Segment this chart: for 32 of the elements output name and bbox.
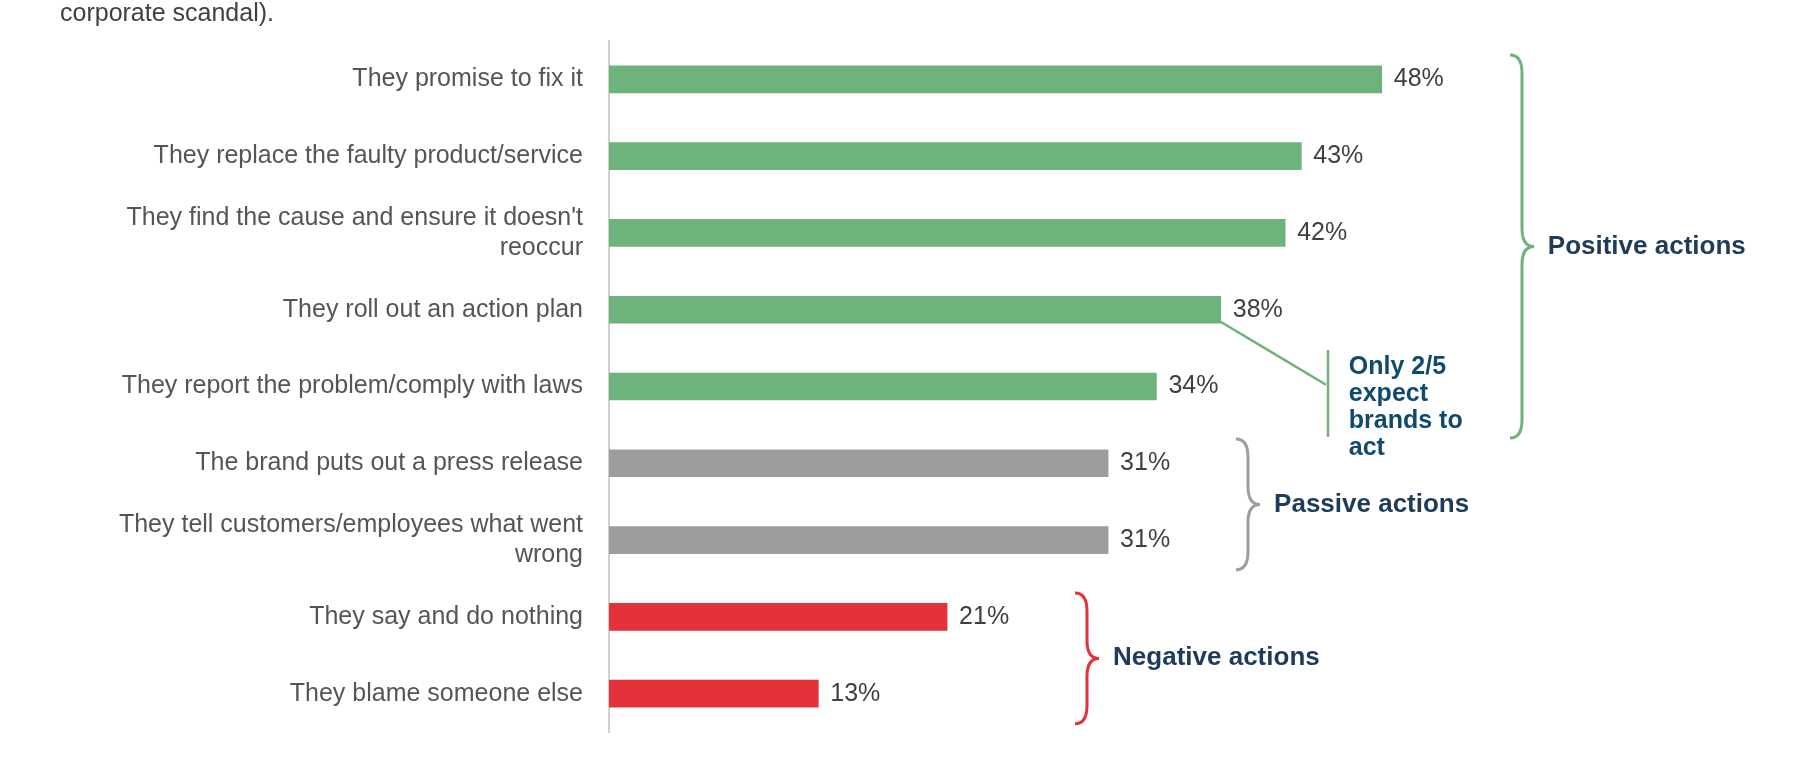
bar [609, 679, 819, 708]
y-tick-label: They tell customers/employees what went wrong [118, 508, 584, 567]
y-tick-label: They replace the faulty product/service [153, 140, 583, 169]
bar [609, 219, 1286, 247]
bar [609, 449, 1109, 478]
bar [609, 295, 1222, 324]
bar [609, 372, 1157, 401]
y-tick-label: They promise to fix it [352, 63, 584, 92]
data-label: 34% [1168, 370, 1219, 399]
data-label: 42% [1297, 216, 1348, 245]
y-tick-label: They blame someone else [289, 677, 583, 706]
data-label: 48% [1393, 63, 1444, 92]
bar [609, 526, 1109, 554]
data-label: 13% [830, 677, 881, 706]
text: corporate scandal). [60, 0, 275, 27]
data-label: 31% [1120, 447, 1171, 476]
annotation: Negative actions [1113, 641, 1320, 673]
bar [609, 142, 1302, 170]
y-tick-label: They report the problem/comply with laws [121, 370, 583, 399]
annotation: Only 2/5 expect brands to act [1348, 350, 1464, 460]
y-tick-label: They say and do nothing [309, 600, 583, 629]
data-label: 43% [1313, 140, 1364, 169]
y-tick-label: The brand puts out a press release [195, 447, 583, 476]
y-tick-label: They find the cause and ensure it doesn't reoccur [126, 201, 584, 260]
y-tick-label: They roll out an action plan [282, 293, 583, 322]
bar [609, 603, 948, 631]
data-label: 21% [959, 600, 1010, 629]
bar [609, 65, 1383, 94]
annotation: Passive actions [1274, 487, 1470, 519]
data-label: 31% [1120, 523, 1171, 552]
text: Positive actions [1547, 229, 1746, 261]
data-label: 38% [1232, 293, 1283, 322]
